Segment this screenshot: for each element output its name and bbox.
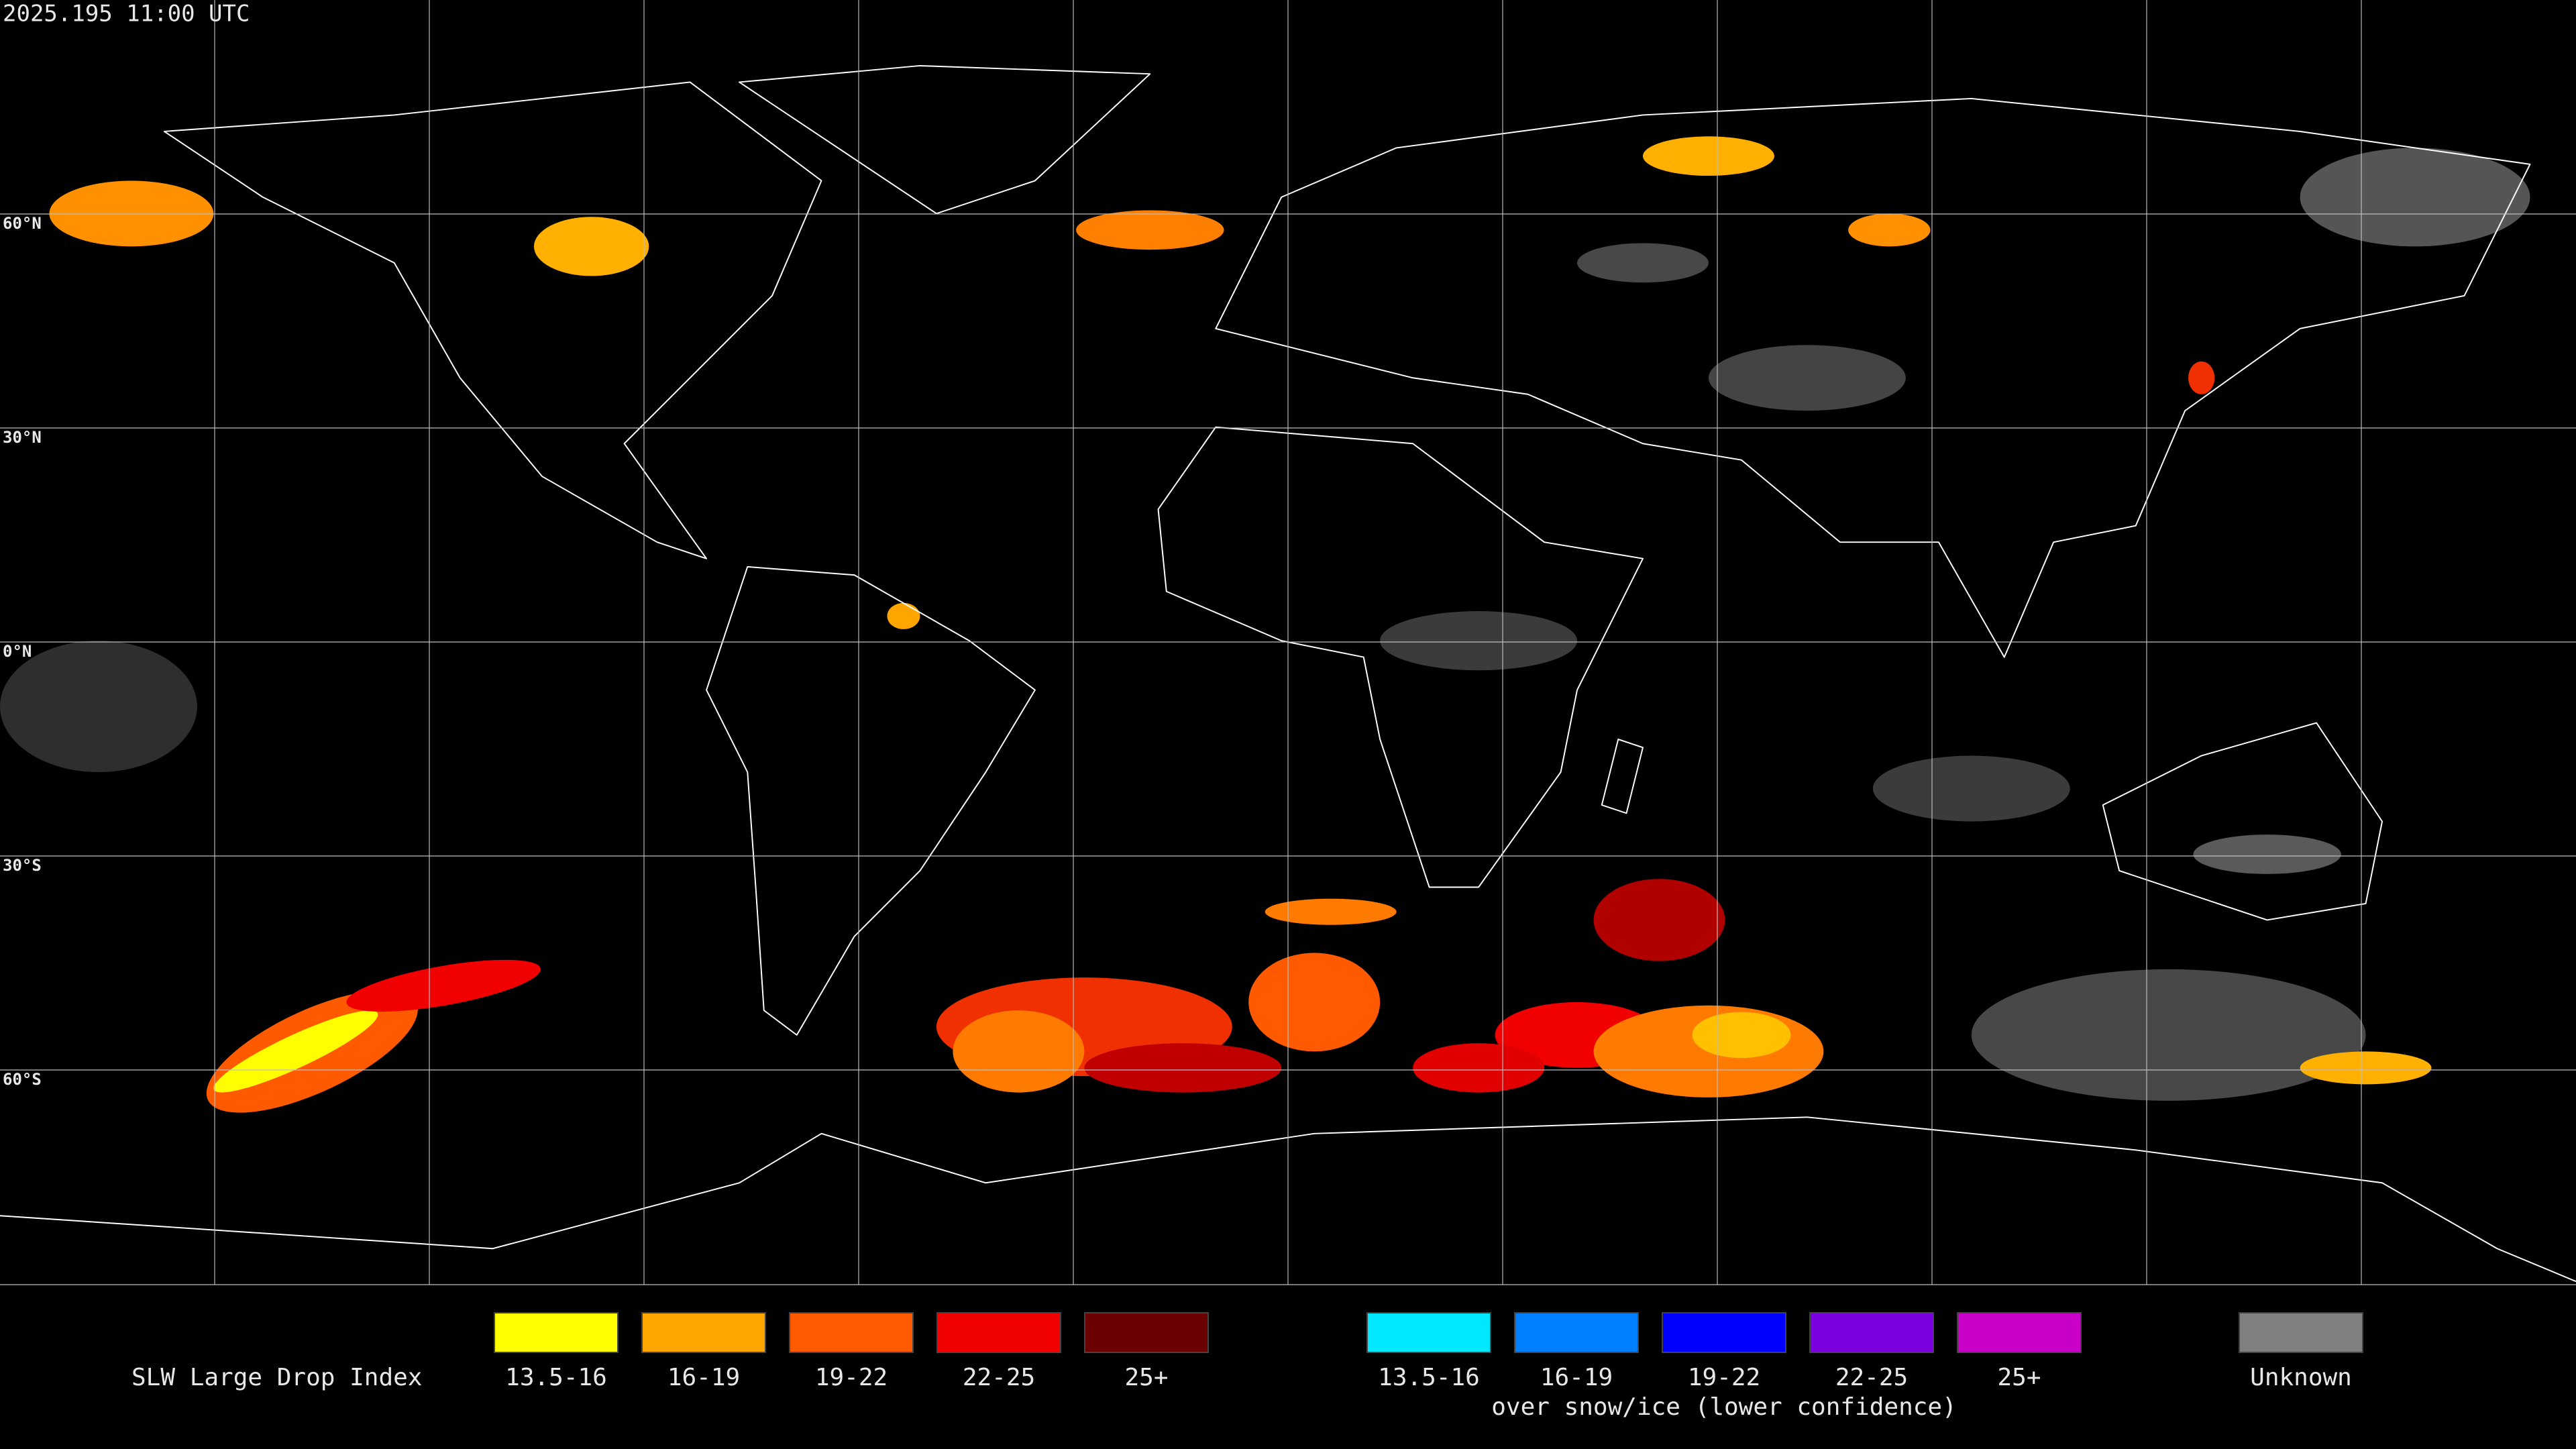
latitude-label: 60°S [3,1070,42,1089]
legend-label: 16-19 [1540,1364,1613,1391]
legend-swatch [1514,1312,1639,1353]
legend-label: 13.5-16 [505,1364,607,1391]
legend-label: 13.5-16 [1378,1364,1480,1391]
unknown-areas [0,148,2530,1101]
legend-label: 22-25 [1835,1364,1908,1391]
legend-label: 22-25 [963,1364,1035,1391]
legend-label: 16-19 [667,1364,740,1391]
latitude-label: 30°S [3,856,42,875]
legend-caption: over snow/ice (lower confidence) [1491,1393,1957,1421]
slw-areas [49,136,2432,1113]
legend-swatch [1084,1312,1209,1353]
legend-label: 19-22 [815,1364,888,1391]
coastlines [0,64,2576,1283]
map-imagery [0,64,2576,1283]
latitude-label: 60°N [3,214,42,233]
legend-swatch [1957,1312,2082,1353]
timestamp: 2025.195 11:00 UTC [3,1,250,28]
map: 60°N 30°N 0°N 30°S 60°S [0,0,2576,1285]
legend-title: SLW Large Drop Index [131,1364,422,1391]
legend-swatch [1662,1312,1786,1353]
latitude-label: 0°N [3,642,32,661]
legend-label: Unknown [2250,1364,2352,1391]
legend-swatch [641,1312,766,1353]
legend-swatch [2239,1312,2363,1353]
legend-label: 25+ [1124,1364,1168,1391]
legend-swatch [936,1312,1061,1353]
legend-swatch [1809,1312,1934,1353]
graticule: 60°N 30°N 0°N 30°S 60°S [0,0,2576,1285]
legend: SLW Large Drop Index 13.5-16 16-19 19-22 22… [131,1312,2363,1421]
legend-swatch [494,1312,619,1353]
legend-label: 19-22 [1688,1364,1760,1391]
legend-swatch [789,1312,914,1353]
legend-label: 25+ [1997,1364,2041,1391]
legend-swatch [1366,1312,1491,1353]
latitude-label: 30°N [3,428,42,447]
